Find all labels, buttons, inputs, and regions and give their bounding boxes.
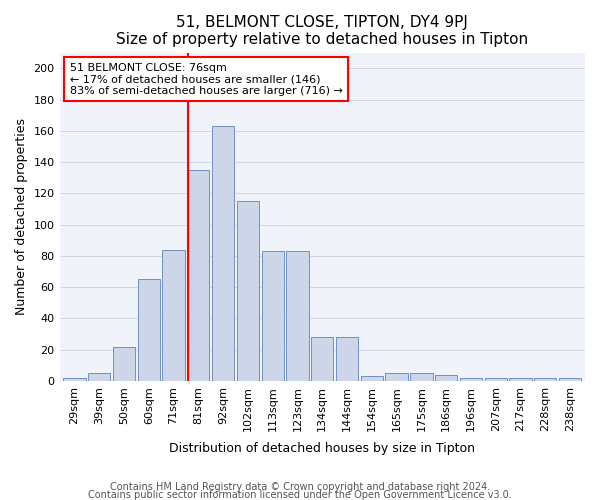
Bar (311, 337, 334, 381)
Bar (237, 201, 259, 381)
Text: Contains public sector information licensed under the Open Government Licence v3: Contains public sector information licen… (88, 490, 512, 500)
Bar (187, 170, 209, 381)
Bar (137, 280, 160, 381)
Text: Contains HM Land Registry data © Crown copyright and database right 2024.: Contains HM Land Registry data © Crown c… (110, 482, 490, 492)
Bar (361, 376, 383, 381)
Bar (460, 378, 482, 381)
Title: 51, BELMONT CLOSE, TIPTON, DY4 9PJ
Size of property relative to detached houses : 51, BELMONT CLOSE, TIPTON, DY4 9PJ Size … (116, 15, 529, 48)
X-axis label: Distribution of detached houses by size in Tipton: Distribution of detached houses by size … (169, 442, 475, 455)
Bar (410, 373, 433, 381)
Bar (163, 250, 185, 381)
Text: 51 BELMONT CLOSE: 76sqm
← 17% of detached houses are smaller (146)
83% of semi-d: 51 BELMONT CLOSE: 76sqm ← 17% of detache… (70, 62, 343, 96)
Bar (485, 378, 507, 381)
Bar (113, 346, 135, 381)
Bar (88, 373, 110, 381)
Bar (336, 337, 358, 381)
Bar (212, 126, 234, 381)
Y-axis label: Number of detached properties: Number of detached properties (15, 118, 28, 316)
Bar (63, 378, 86, 381)
Bar (286, 251, 308, 381)
Bar (385, 373, 408, 381)
Bar (509, 378, 532, 381)
Bar (534, 378, 556, 381)
Bar (262, 251, 284, 381)
Bar (435, 374, 457, 381)
Bar (559, 378, 581, 381)
